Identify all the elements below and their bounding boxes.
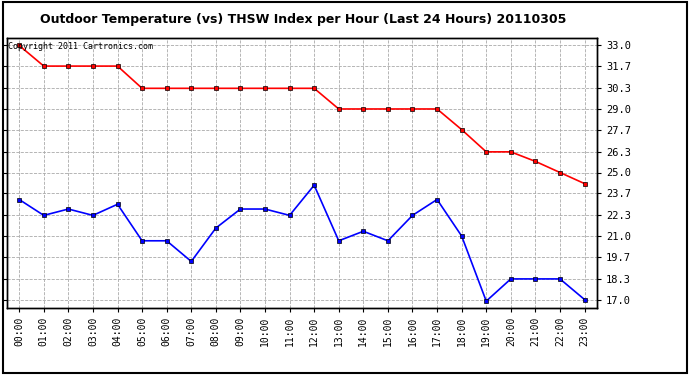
Text: Copyright 2011 Cartronics.com: Copyright 2011 Cartronics.com bbox=[8, 42, 153, 51]
Text: Outdoor Temperature (vs) THSW Index per Hour (Last 24 Hours) 20110305: Outdoor Temperature (vs) THSW Index per … bbox=[41, 13, 566, 26]
